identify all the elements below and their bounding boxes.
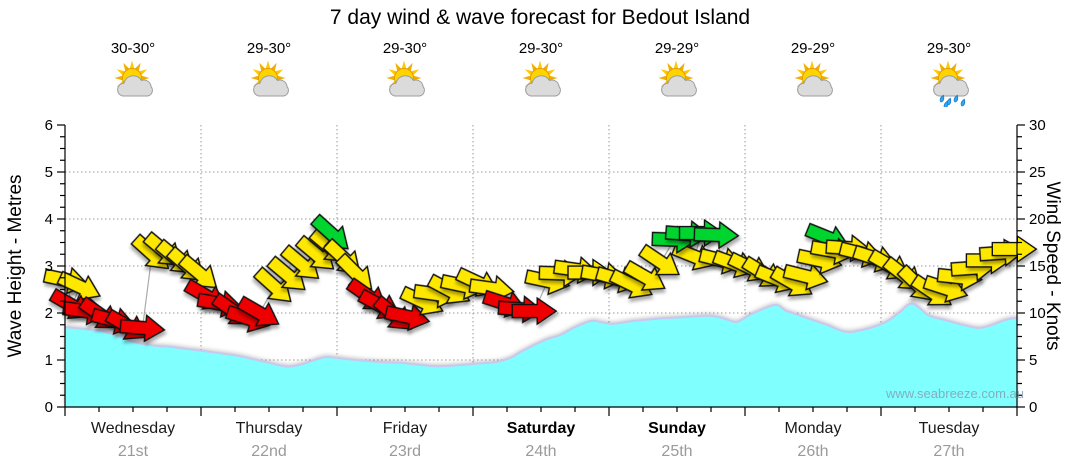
rain-drops bbox=[939, 94, 966, 109]
cloud bbox=[797, 75, 833, 97]
day-summary-tuesday: 29-30° bbox=[881, 40, 1017, 112]
sun-ray bbox=[537, 60, 543, 70]
sun-ray bbox=[412, 75, 422, 81]
x-axis-date-label: 24th bbox=[525, 443, 557, 460]
sun-ray bbox=[522, 75, 532, 81]
sun-ray bbox=[658, 75, 668, 81]
wave-height-line bbox=[64, 302, 1018, 368]
sun-cloud-icon bbox=[114, 60, 153, 97]
sun-ray bbox=[794, 75, 804, 81]
sun-ray bbox=[114, 75, 124, 81]
temperature-range: 29-30° bbox=[926, 40, 972, 57]
cloud bbox=[661, 75, 697, 97]
right-axis-tick-label: 15 bbox=[1029, 258, 1046, 275]
sun-ray bbox=[548, 75, 558, 81]
sun-ray bbox=[930, 75, 940, 81]
x-axis-day-label: Friday bbox=[382, 420, 428, 437]
cloud bbox=[253, 75, 289, 97]
left-axis-tick-label: 4 bbox=[45, 211, 53, 228]
x-axis-day-label: Tuesday bbox=[918, 420, 980, 437]
sun-cloud-icon bbox=[522, 60, 561, 97]
x-axis-date-label: 21st bbox=[117, 443, 149, 460]
wind-arrow bbox=[252, 266, 292, 303]
x-axis-day-label: Monday bbox=[784, 420, 842, 437]
left-axis-tick-label: 5 bbox=[45, 164, 53, 181]
wind-arrow bbox=[383, 303, 431, 332]
sun-ray bbox=[673, 60, 679, 70]
x-axis-date-label: 22nd bbox=[251, 443, 287, 460]
page-title: 7 day wind & wave forecast for Bedout Is… bbox=[329, 6, 751, 29]
temperature-range: 29-29° bbox=[790, 40, 836, 57]
right-axis-tick-label: 0 bbox=[1029, 399, 1037, 416]
x-axis-date-label: 26th bbox=[797, 443, 829, 460]
x-axis-day-label: Wednesday bbox=[90, 420, 176, 437]
cloud bbox=[117, 75, 153, 97]
sun-cloud-icon bbox=[658, 60, 697, 97]
left-axis-tick-label: 6 bbox=[45, 117, 53, 134]
x-axis-date-label: 25th bbox=[661, 443, 693, 460]
right-axis-tick-label: 10 bbox=[1029, 305, 1046, 322]
wind-arrow bbox=[693, 220, 740, 250]
wind-arrow bbox=[265, 255, 306, 291]
right-axis-tick-label: 5 bbox=[1029, 352, 1037, 369]
sun-ray bbox=[250, 75, 260, 81]
wave-height-area bbox=[65, 303, 1017, 407]
wind-arrow bbox=[511, 296, 558, 326]
sun-ray bbox=[129, 60, 135, 70]
left-axis-tick-label: 1 bbox=[45, 352, 53, 369]
wind-arrow bbox=[637, 243, 680, 276]
x-axis-date-label: 27th bbox=[933, 443, 965, 460]
sun-ray bbox=[140, 75, 150, 81]
left-axis-tick-label: 3 bbox=[45, 258, 53, 275]
sun-ray bbox=[809, 60, 815, 70]
sun-ray bbox=[386, 75, 396, 81]
temperature-range: 29-30° bbox=[518, 40, 564, 57]
cloud bbox=[933, 75, 969, 97]
sun-ray bbox=[265, 60, 271, 70]
sun-cloud-icon bbox=[250, 60, 289, 97]
x-axis-day-label: Sunday bbox=[648, 420, 706, 437]
wind-arrow bbox=[782, 262, 829, 291]
sun-ray bbox=[945, 60, 951, 70]
day-summary-wednesday: 30-30° bbox=[65, 40, 201, 112]
temperature-range: 29-29° bbox=[654, 40, 700, 57]
cloud bbox=[389, 75, 425, 97]
sun-cloud-icon bbox=[794, 60, 833, 97]
wind-arrow bbox=[279, 243, 320, 280]
sun-cloud-icon bbox=[386, 60, 425, 97]
sun-ray bbox=[684, 75, 694, 81]
day-summary-sunday: 29-29° bbox=[609, 40, 745, 112]
x-axis-day-label: Thursday bbox=[235, 420, 303, 437]
day-summary-thursday: 29-30° bbox=[201, 40, 337, 112]
sun-rain-icon bbox=[930, 60, 969, 109]
wind-arrow bbox=[177, 253, 218, 289]
wind-arrow bbox=[236, 295, 280, 327]
sun-ray bbox=[820, 75, 830, 81]
right-axis-tick-label: 30 bbox=[1029, 117, 1046, 134]
cloud bbox=[525, 75, 561, 97]
temperature-range: 30-30° bbox=[110, 40, 156, 57]
temperature-range: 29-30° bbox=[246, 40, 292, 57]
sun-ray bbox=[401, 60, 407, 70]
day-summary-friday: 29-30° bbox=[337, 40, 473, 112]
left-axis-tick-label: 2 bbox=[45, 305, 53, 322]
wind-arrow bbox=[119, 313, 166, 343]
left-axis-tick-label: 0 bbox=[45, 399, 53, 416]
temperature-range: 29-30° bbox=[382, 40, 428, 57]
x-axis-date-label: 23rd bbox=[388, 443, 422, 460]
day-summary-saturday: 29-30° bbox=[473, 40, 609, 112]
right-axis-tick-label: 20 bbox=[1029, 211, 1046, 228]
x-axis-day-label: Saturday bbox=[506, 420, 576, 437]
day-summary-monday: 29-29° bbox=[745, 40, 881, 112]
sun-ray bbox=[276, 75, 286, 81]
watermark: www.seabreeze.com.au bbox=[886, 386, 1025, 401]
wind-arrow bbox=[622, 259, 666, 291]
sun-ray bbox=[956, 75, 966, 81]
right-axis-tick-label: 25 bbox=[1029, 164, 1046, 181]
